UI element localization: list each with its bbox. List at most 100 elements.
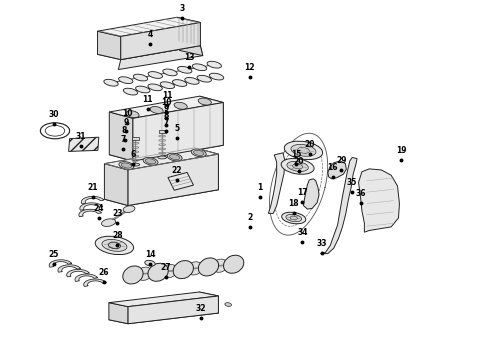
- Text: 11: 11: [162, 91, 172, 100]
- Text: 9: 9: [123, 117, 129, 126]
- Text: 12: 12: [245, 63, 255, 72]
- Ellipse shape: [225, 303, 231, 306]
- Text: 1: 1: [257, 183, 262, 192]
- Text: 22: 22: [172, 166, 182, 175]
- Polygon shape: [81, 197, 104, 204]
- Ellipse shape: [281, 158, 314, 174]
- Ellipse shape: [167, 153, 182, 161]
- Polygon shape: [132, 137, 139, 140]
- Text: 35: 35: [347, 178, 357, 187]
- Polygon shape: [109, 96, 223, 118]
- Polygon shape: [104, 183, 219, 206]
- Polygon shape: [118, 46, 203, 69]
- Text: 7: 7: [121, 135, 126, 144]
- Ellipse shape: [194, 150, 204, 156]
- Text: 20: 20: [305, 140, 315, 149]
- Text: 30: 30: [49, 111, 59, 120]
- Text: 14: 14: [145, 250, 155, 259]
- Ellipse shape: [109, 243, 120, 248]
- Text: 15: 15: [291, 149, 301, 158]
- Text: 25: 25: [49, 250, 59, 259]
- Ellipse shape: [136, 86, 150, 93]
- Ellipse shape: [170, 154, 180, 159]
- Text: 24: 24: [94, 204, 104, 213]
- Text: 13: 13: [184, 53, 194, 62]
- Ellipse shape: [123, 88, 138, 95]
- Text: 23: 23: [112, 210, 122, 219]
- Ellipse shape: [143, 157, 158, 165]
- Text: 21: 21: [88, 183, 98, 192]
- Ellipse shape: [95, 236, 134, 255]
- Polygon shape: [98, 17, 200, 36]
- Polygon shape: [195, 148, 219, 190]
- Text: 10: 10: [122, 109, 132, 118]
- Text: 16: 16: [327, 163, 338, 172]
- Text: 5: 5: [174, 124, 179, 133]
- Ellipse shape: [160, 82, 174, 89]
- Text: 26: 26: [98, 268, 109, 277]
- Polygon shape: [84, 279, 106, 287]
- Ellipse shape: [192, 64, 207, 71]
- Polygon shape: [303, 179, 319, 209]
- Text: 28: 28: [112, 231, 122, 240]
- Text: 29: 29: [336, 156, 347, 165]
- Text: 10: 10: [161, 98, 171, 107]
- Polygon shape: [133, 103, 223, 161]
- Text: 3: 3: [179, 4, 184, 13]
- Text: 20: 20: [294, 157, 304, 166]
- Text: 31: 31: [75, 132, 86, 141]
- Polygon shape: [58, 265, 80, 272]
- Polygon shape: [168, 172, 194, 190]
- Text: 27: 27: [161, 264, 171, 273]
- Polygon shape: [80, 203, 102, 210]
- Ellipse shape: [122, 163, 132, 168]
- Ellipse shape: [290, 216, 297, 220]
- Text: 8: 8: [122, 126, 127, 135]
- Ellipse shape: [119, 77, 133, 84]
- Ellipse shape: [209, 73, 224, 80]
- Ellipse shape: [163, 69, 177, 76]
- Text: 19: 19: [395, 146, 406, 155]
- Ellipse shape: [123, 206, 135, 212]
- Ellipse shape: [104, 79, 118, 86]
- Ellipse shape: [198, 258, 219, 276]
- Ellipse shape: [212, 259, 227, 272]
- Polygon shape: [320, 157, 357, 253]
- Polygon shape: [109, 112, 133, 161]
- Ellipse shape: [173, 261, 194, 279]
- Polygon shape: [69, 137, 99, 152]
- Ellipse shape: [158, 156, 167, 159]
- Text: 17: 17: [297, 188, 308, 197]
- Ellipse shape: [286, 214, 301, 222]
- Ellipse shape: [148, 84, 162, 91]
- Ellipse shape: [174, 102, 187, 109]
- Polygon shape: [128, 296, 219, 324]
- Ellipse shape: [177, 67, 192, 73]
- Polygon shape: [359, 169, 399, 232]
- Ellipse shape: [197, 75, 212, 82]
- Ellipse shape: [150, 107, 163, 113]
- Ellipse shape: [101, 219, 116, 226]
- Ellipse shape: [148, 263, 168, 281]
- Polygon shape: [98, 31, 121, 60]
- Polygon shape: [67, 269, 89, 277]
- Polygon shape: [177, 17, 200, 46]
- Text: 8: 8: [163, 111, 169, 120]
- Ellipse shape: [207, 61, 221, 68]
- Text: 9: 9: [164, 104, 169, 113]
- Ellipse shape: [137, 267, 152, 280]
- Text: 4: 4: [147, 30, 152, 39]
- Polygon shape: [79, 209, 101, 217]
- Ellipse shape: [185, 77, 199, 84]
- Polygon shape: [128, 154, 219, 206]
- Text: 11: 11: [142, 95, 153, 104]
- Ellipse shape: [123, 266, 143, 284]
- Text: 18: 18: [289, 199, 299, 208]
- Polygon shape: [199, 96, 223, 145]
- Text: 34: 34: [297, 228, 308, 237]
- Polygon shape: [104, 148, 219, 170]
- Text: 2: 2: [247, 213, 252, 222]
- Text: 33: 33: [317, 239, 327, 248]
- Ellipse shape: [282, 212, 306, 224]
- Ellipse shape: [291, 144, 316, 156]
